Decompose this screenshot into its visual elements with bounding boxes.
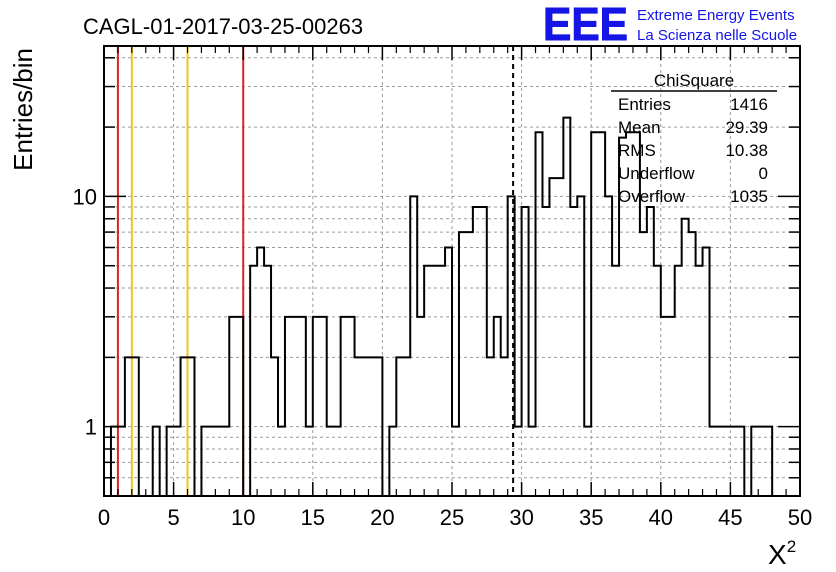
x-tick-label: 20 — [370, 505, 394, 530]
reference-lines — [116, 46, 515, 496]
x-tick-label: 25 — [440, 505, 464, 530]
stats-value: 10.38 — [725, 141, 768, 160]
x-tick-label: 15 — [301, 505, 325, 530]
stats-box: ChiSquare Entries 1416 Mean 29.39 RMS 10.38 Un… — [611, 71, 777, 206]
chart-title: CAGL-01-2017-03-25-00263 — [83, 14, 363, 39]
stats-label: Overflow — [618, 187, 686, 206]
stats-rows: Entries 1416 Mean 29.39 RMS 10.38 Underflow 0 Ov… — [618, 95, 768, 206]
x-axis-label: X2 — [768, 537, 796, 570]
x-tick-label: 40 — [649, 505, 673, 530]
x-tick-labels: 0 5 10 15 20 25 30 35 40 45 50 — [98, 505, 812, 530]
x-tick-label: 5 — [167, 505, 179, 530]
x-tick-label: 35 — [579, 505, 603, 530]
stats-label: Entries — [618, 95, 671, 114]
stats-label: RMS — [618, 141, 656, 160]
eee-logo-mark: EEE — [543, 0, 628, 50]
stats-label: Mean — [618, 118, 661, 137]
stats-value: 29.39 — [725, 118, 768, 137]
x-tick-label: 0 — [98, 505, 110, 530]
x-tick-label: 30 — [509, 505, 533, 530]
stats-value: 1035 — [730, 187, 768, 206]
stats-value: 0 — [759, 164, 768, 183]
stats-box-title: ChiSquare — [654, 71, 734, 90]
y-tick-labels: 1 10 — [73, 184, 97, 439]
stats-value: 1416 — [730, 95, 768, 114]
x-tick-label: 10 — [231, 505, 255, 530]
y-axis-label: Entries/bin — [8, 48, 38, 171]
y-tick-label: 10 — [73, 184, 97, 209]
eee-logo-line2: La Scienza nelle Scuole — [637, 27, 797, 44]
histogram-step-line — [104, 116, 800, 497]
eee-logo: EEE Extreme Energy Events La Scienza nel… — [543, 0, 798, 51]
x-tick-label: 50 — [788, 505, 812, 530]
x-tick-label: 45 — [718, 505, 742, 530]
stats-label: Underflow — [618, 164, 695, 183]
y-tick-label: 1 — [85, 415, 97, 440]
eee-logo-line1: Extreme Energy Events — [637, 7, 795, 24]
axis-ticks — [103, 46, 801, 496]
